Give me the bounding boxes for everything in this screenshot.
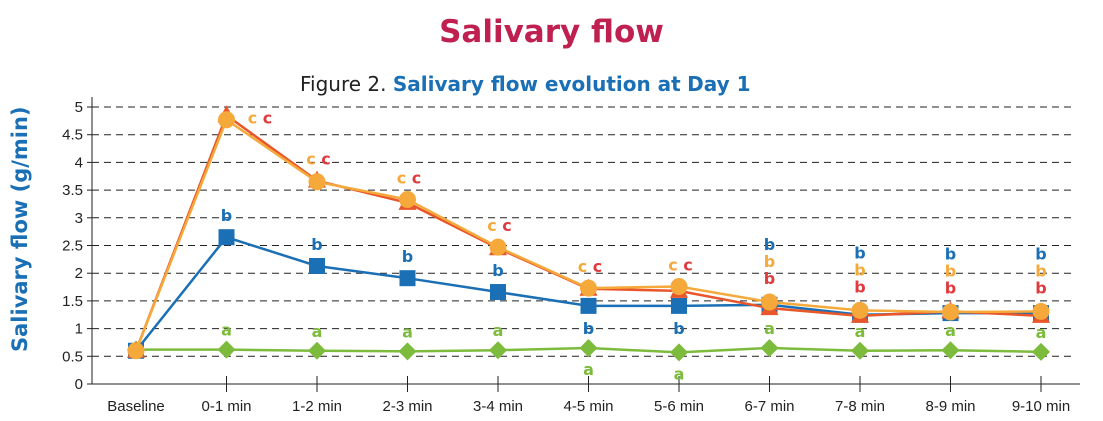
data-point-blue <box>399 270 416 287</box>
data-point-orange <box>761 293 778 311</box>
data-point-blue <box>671 297 687 314</box>
data-point-green <box>579 338 598 357</box>
significance-letter: b <box>583 319 594 338</box>
x-tick-label: 2-3 min <box>382 398 432 415</box>
data-point-orange <box>580 279 597 297</box>
y-tick-label: 2 <box>75 265 83 282</box>
data-point-green <box>760 338 779 357</box>
x-tick-label: 1-2 min <box>292 398 342 415</box>
y-tick-label: 0 <box>75 376 83 393</box>
significance-letter: b <box>854 260 865 279</box>
significance-letter: a <box>583 360 594 379</box>
significance-letter: c <box>306 150 315 169</box>
significance-letter: b <box>1035 244 1046 263</box>
significance-letter: b <box>764 252 775 271</box>
data-point-orange <box>399 191 416 209</box>
data-point-green <box>670 343 688 362</box>
significance-letter: c <box>502 216 511 235</box>
y-tick-label: 1 <box>75 321 83 338</box>
significance-letter: c <box>668 255 677 274</box>
y-tick-label: 1.5 <box>62 293 83 310</box>
data-point-blue <box>490 284 506 301</box>
significance-letter: b <box>402 247 413 266</box>
x-tick-label: 6-7 min <box>744 398 794 415</box>
significance-letter: b <box>764 235 775 254</box>
x-tick-label: 4-5 min <box>563 398 613 415</box>
significance-letter: c <box>578 257 587 276</box>
significance-letter: b <box>945 261 956 280</box>
x-tick-label: 7-8 min <box>835 398 885 415</box>
data-point-orange <box>489 238 507 256</box>
significance-letter: b <box>764 269 775 288</box>
x-tick-label: 9-10 min <box>1012 398 1070 415</box>
significance-letter: a <box>764 319 775 338</box>
significance-letter: b <box>1035 261 1046 280</box>
series-line-orange <box>134 117 1042 352</box>
significance-letter: b <box>945 244 956 263</box>
significance-letter: c <box>487 216 496 235</box>
x-tick-label: Baseline <box>107 398 165 415</box>
significance-letter: b <box>221 206 232 225</box>
significance-letter: a <box>674 364 685 383</box>
significance-letter: a <box>402 322 413 341</box>
data-point-green <box>489 341 507 360</box>
data-point-orange <box>942 303 959 321</box>
significance-letter: c <box>683 255 692 274</box>
significance-letter: b <box>311 235 322 254</box>
y-tick-label: 4.5 <box>62 127 83 144</box>
x-tick-label: 3-4 min <box>473 398 523 415</box>
y-tick-label: 2.5 <box>62 238 83 255</box>
data-point-green <box>217 340 236 359</box>
significance-letter: a <box>221 321 232 340</box>
data-point-green <box>1032 342 1050 361</box>
y-tick-label: 3 <box>75 210 83 227</box>
data-point-blue <box>580 297 597 314</box>
figure-prefix: Figure 2. <box>300 72 387 96</box>
significance-letter: c <box>397 169 406 188</box>
data-point-green <box>398 342 417 361</box>
significance-letter: a <box>1036 323 1047 342</box>
significance-letter: b <box>854 277 865 296</box>
significance-letter: c <box>263 108 272 127</box>
significance-letter: b <box>1035 278 1046 297</box>
data-point-orange <box>127 342 145 360</box>
significance-letter: c <box>321 150 330 169</box>
significance-letter: a <box>493 321 504 340</box>
significance-letter: c <box>593 257 602 276</box>
data-point-orange <box>1032 302 1050 320</box>
y-tick-label: 5 <box>75 99 83 116</box>
significance-letter: a <box>855 322 866 341</box>
significance-letter: b <box>854 243 865 262</box>
data-point-blue <box>309 257 325 274</box>
significance-letter: c <box>412 169 421 188</box>
data-point-orange <box>851 301 869 319</box>
data-point-blue <box>218 229 235 246</box>
y-tick-label: 0.5 <box>62 348 83 365</box>
significance-letter: c <box>248 108 257 127</box>
x-tick-label: 0-1 min <box>201 398 251 415</box>
data-point-green <box>308 341 326 360</box>
data-point-green <box>941 341 960 360</box>
figure-title: Figure 2. Salivary flow evolution at Day… <box>300 72 751 96</box>
x-tick-label: 5-6 min <box>654 398 704 415</box>
figure-title-day: Day 1 <box>687 72 751 96</box>
y-tick-label: 4 <box>75 154 83 171</box>
data-point-green <box>851 341 869 360</box>
significance-letter: a <box>312 322 323 341</box>
y-tick-label: 3.5 <box>62 182 83 199</box>
figure-title-text: Salivary flow evolution at <box>392 72 681 96</box>
data-point-orange <box>218 111 235 129</box>
significance-letter: a <box>945 321 956 340</box>
significance-letter: b <box>945 278 956 297</box>
x-tick-label: 8-9 min <box>925 398 975 415</box>
significance-letter: b <box>673 319 684 338</box>
data-point-orange <box>308 173 326 191</box>
main-title: Salivary flow <box>439 14 664 50</box>
significance-letter: b <box>492 261 503 280</box>
data-point-orange <box>670 277 688 295</box>
